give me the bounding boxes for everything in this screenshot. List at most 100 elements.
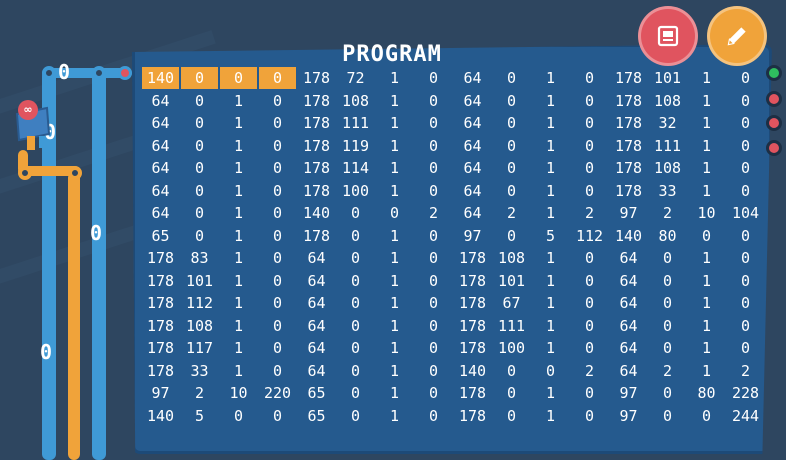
program-cell[interactable]: 1 <box>389 159 400 177</box>
program-cell[interactable]: 64 <box>307 339 326 357</box>
program-cell[interactable]: 178 <box>146 249 175 267</box>
program-cell[interactable]: 97 <box>619 204 638 222</box>
wire-node[interactable] <box>92 66 106 80</box>
program-cell[interactable]: 2 <box>740 361 751 380</box>
program-cell[interactable]: 1 <box>545 114 556 132</box>
program-cell[interactable]: 1 <box>545 136 556 155</box>
program-cell[interactable]: 64 <box>151 136 170 155</box>
program-cell[interactable]: 1 <box>545 69 556 87</box>
program-cell[interactable]: 178 <box>458 249 487 267</box>
program-cell[interactable]: 10 <box>229 384 248 402</box>
program-cell[interactable]: 0 <box>233 406 244 425</box>
program-cell[interactable]: 0 <box>194 181 205 200</box>
program-cell[interactable]: 1 <box>701 271 712 290</box>
program-cell[interactable]: 0 <box>350 406 361 425</box>
program-cell[interactable]: 0 <box>584 384 595 402</box>
program-cell[interactable]: 0 <box>662 406 673 425</box>
program-cell[interactable]: 0 <box>428 384 439 402</box>
port-output-1[interactable] <box>766 65 782 81</box>
program-cell[interactable]: 0 <box>584 136 595 155</box>
program-cell[interactable]: 64 <box>307 361 326 380</box>
program-cell[interactable]: 178 <box>302 114 331 132</box>
program-cell[interactable]: 0 <box>740 181 751 200</box>
program-cell[interactable]: 0 <box>220 67 257 89</box>
program-cell[interactable]: 1 <box>233 294 244 312</box>
program-cell[interactable]: 5 <box>194 406 205 425</box>
program-cell[interactable]: 0 <box>584 271 595 290</box>
program-cell[interactable]: 1 <box>233 91 244 110</box>
program-cell[interactable]: 100 <box>497 339 526 357</box>
program-cell[interactable]: 64 <box>619 249 638 267</box>
program-cell[interactable]: 2 <box>662 361 673 380</box>
program-cell[interactable]: 112 <box>575 226 604 245</box>
program-cell[interactable]: 1 <box>701 339 712 357</box>
program-cell[interactable]: 80 <box>658 226 677 245</box>
program-cell[interactable]: 2 <box>194 384 205 402</box>
program-cell[interactable]: 1 <box>545 384 556 402</box>
program-cell[interactable]: 0 <box>506 361 517 380</box>
program-cell[interactable]: 65 <box>307 384 326 402</box>
program-cell[interactable]: 1 <box>389 361 400 380</box>
program-cell[interactable]: 0 <box>662 271 673 290</box>
program-cell[interactable]: 0 <box>259 67 296 89</box>
wire-node[interactable] <box>42 66 56 80</box>
program-cell[interactable]: 1 <box>389 316 400 335</box>
program-cell[interactable]: 178 <box>146 361 175 380</box>
program-cell[interactable]: 0 <box>506 226 517 245</box>
program-cell[interactable]: 0 <box>701 226 712 245</box>
program-cell[interactable]: 0 <box>740 91 751 110</box>
program-cell[interactable]: 178 <box>146 294 175 312</box>
program-cell[interactable]: 0 <box>272 114 283 132</box>
program-cell[interactable]: 72 <box>346 69 365 87</box>
program-cell[interactable]: 0 <box>740 271 751 290</box>
program-cell[interactable]: 0 <box>584 294 595 312</box>
program-cell[interactable]: 0 <box>181 67 218 89</box>
program-cell[interactable]: 0 <box>272 406 283 425</box>
program-cell[interactable]: 0 <box>428 69 439 87</box>
program-cell[interactable]: 140 <box>302 204 331 222</box>
port-output-4[interactable] <box>766 140 782 156</box>
program-cell[interactable]: 0 <box>350 294 361 312</box>
program-cell[interactable]: 1 <box>701 361 712 380</box>
program-cell[interactable]: 64 <box>619 294 638 312</box>
program-cell[interactable]: 0 <box>194 91 205 110</box>
program-cell[interactable]: 1 <box>545 181 556 200</box>
program-cell[interactable]: 1 <box>701 181 712 200</box>
program-cell[interactable]: 178 <box>458 316 487 335</box>
program-cell[interactable]: 1 <box>545 271 556 290</box>
program-cell[interactable]: 1 <box>389 136 400 155</box>
program-cell[interactable]: 0 <box>272 294 283 312</box>
port-output-3[interactable] <box>766 115 782 131</box>
program-cell[interactable]: 108 <box>185 316 214 335</box>
program-cell[interactable]: 178 <box>614 69 643 87</box>
program-cell[interactable]: 0 <box>506 406 517 425</box>
program-cell[interactable]: 0 <box>740 69 751 87</box>
program-cell[interactable]: 64 <box>619 361 638 380</box>
program-cell[interactable]: 1 <box>389 339 400 357</box>
program-cell[interactable]: 65 <box>151 226 170 245</box>
program-cell[interactable]: 178 <box>302 159 331 177</box>
program-cell[interactable]: 0 <box>350 226 361 245</box>
program-cell[interactable]: 32 <box>658 114 677 132</box>
program-cell[interactable]: 111 <box>497 316 526 335</box>
program-cell[interactable]: 0 <box>428 91 439 110</box>
program-cell[interactable]: 64 <box>151 91 170 110</box>
program-cell[interactable]: 178 <box>458 271 487 290</box>
program-cell[interactable]: 0 <box>740 226 751 245</box>
program-cell[interactable]: 178 <box>458 406 487 425</box>
program-cell[interactable]: 0 <box>740 114 751 132</box>
program-cell[interactable]: 178 <box>302 226 331 245</box>
program-cell[interactable]: 0 <box>272 361 283 380</box>
program-cell[interactable]: 33 <box>658 181 677 200</box>
program-cell[interactable]: 178 <box>302 181 331 200</box>
program-cell[interactable]: 114 <box>341 159 370 177</box>
program-cell[interactable]: 0 <box>272 339 283 357</box>
program-cell[interactable]: 0 <box>662 249 673 267</box>
program-cell[interactable]: 0 <box>194 226 205 245</box>
program-cell[interactable]: 64 <box>307 316 326 335</box>
program-cell[interactable]: 64 <box>463 114 482 132</box>
program-cell[interactable]: 244 <box>731 406 760 425</box>
program-cell[interactable]: 65 <box>307 406 326 425</box>
program-cell[interactable]: 1 <box>233 249 244 267</box>
program-cell[interactable]: 140 <box>614 226 643 245</box>
